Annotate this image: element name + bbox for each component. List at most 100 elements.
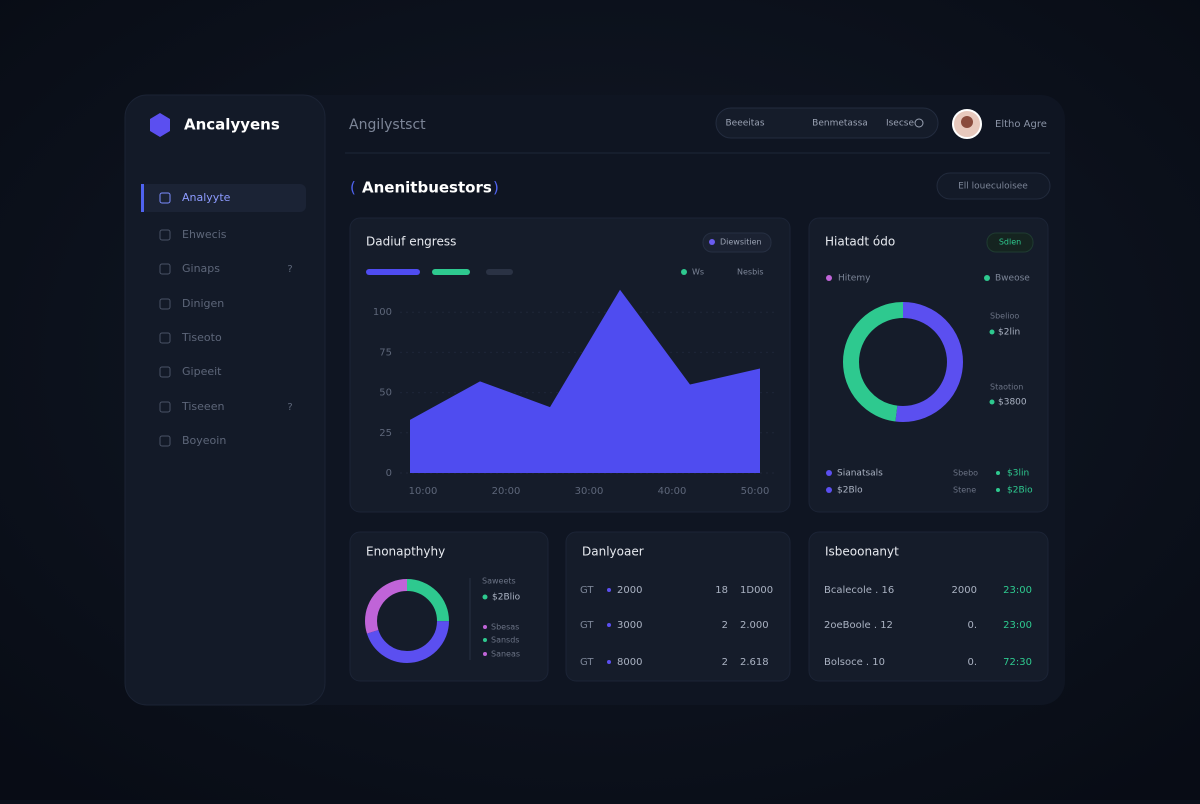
row-value: $3lin (1007, 469, 1029, 479)
legend-dot (989, 329, 995, 335)
nav-icon (159, 401, 171, 413)
nav-icon (159, 263, 171, 275)
cell: 2000 (952, 585, 977, 596)
legend-item: Saneas (491, 650, 520, 659)
legend-dot (483, 652, 487, 656)
title-paren: Anenitbuestors (362, 179, 492, 197)
nav-item[interactable]: Boyeoin (182, 434, 226, 447)
logo (150, 113, 170, 137)
legend-dot (826, 275, 832, 281)
paren: ( (350, 179, 356, 197)
card (808, 217, 1049, 513)
nav-icon (159, 229, 171, 241)
donut-segment (365, 579, 449, 663)
y-tick-label: 100 (373, 307, 392, 318)
cell: 18 (715, 585, 728, 596)
nav-item[interactable]: Tiseeen (181, 400, 224, 413)
card-title: Hiatadt ódo (825, 235, 895, 249)
action-button[interactable] (936, 172, 1051, 200)
nav-icon (159, 332, 171, 344)
nav-item[interactable]: Ginaps (182, 262, 220, 275)
legend-bar (432, 269, 470, 275)
badge-label: Diewsitien (720, 238, 762, 247)
cell: Bolsoce . 10 (824, 657, 885, 668)
legend-item: Nesbis (737, 268, 764, 277)
tab[interactable]: Benmetassa (812, 119, 868, 129)
cell: 23:00 (1003, 585, 1032, 596)
card-title: Isbeoonanyt (825, 545, 899, 559)
nav-item[interactable]: Ehwecis (182, 228, 227, 241)
paren: ) (493, 179, 499, 197)
action-label[interactable]: Ell loueculoisee (958, 182, 1028, 192)
nav-icon (159, 366, 171, 378)
legend-dot (681, 269, 687, 275)
cell: 0. (967, 620, 977, 631)
legend-dot (996, 471, 1000, 475)
card-title: Danlyoaer (582, 545, 644, 559)
side-label: Staotion (990, 383, 1023, 392)
sidebar (124, 94, 326, 706)
cell: 2.618 (740, 657, 769, 668)
y-tick-label: 0 (386, 468, 392, 479)
search-icon (914, 118, 924, 128)
legend-dot (483, 638, 487, 642)
legend-dot (826, 470, 832, 476)
legend-dot (607, 660, 611, 664)
cell: 2oeBoole . 12 (824, 620, 893, 631)
badge (986, 232, 1034, 253)
card-title: Enonapthyhy (366, 545, 445, 559)
nav-active-bar (141, 184, 144, 212)
x-tick-label: 30:00 (575, 486, 604, 497)
cell: 2.000 (740, 620, 769, 631)
cell: GT (580, 620, 594, 631)
y-tick-label: 25 (379, 428, 392, 439)
x-tick-label: 50:00 (741, 486, 770, 497)
nav-icon (159, 435, 171, 447)
card (565, 531, 791, 682)
nav-icon (159, 298, 171, 310)
tab[interactable]: Isecse (886, 119, 915, 129)
legend-item: Hitemy (838, 274, 871, 284)
nav-active-bg (141, 184, 306, 212)
tab-group (715, 107, 939, 139)
area (410, 289, 760, 473)
legend-dot (482, 594, 488, 600)
cell: 3000 (617, 620, 642, 631)
legend-dot (607, 623, 611, 627)
legend-bar (486, 269, 513, 275)
nav-item[interactable]: Tiseoto (181, 331, 222, 344)
tab[interactable]: Beeeitas (725, 119, 764, 129)
donut-segment (843, 302, 963, 422)
cell: 72:30 (1003, 657, 1032, 668)
nav-item[interactable]: Gipeeit (182, 365, 222, 378)
avatar-face (961, 116, 973, 128)
cell: 8000 (617, 657, 642, 668)
header-title: Angilystsct (349, 117, 426, 133)
row-label: Sianatsals (837, 469, 883, 479)
legend-dot (984, 275, 990, 281)
badge (702, 232, 772, 253)
donut-segment (365, 579, 449, 663)
row-label: $2Blo (837, 486, 863, 496)
nav-item[interactable]: Analyyte (182, 191, 231, 204)
legend-dot (483, 625, 487, 629)
legend-dot (826, 487, 832, 493)
nav-badge: ? (287, 402, 292, 413)
badge-label: Sdlen (999, 238, 1021, 247)
row-label: Sbebo (953, 469, 978, 478)
nav-icon (159, 192, 171, 204)
cell: GT (580, 657, 594, 668)
cell: 23:00 (1003, 620, 1032, 631)
cell: 1D000 (740, 585, 773, 596)
cell: 0. (967, 657, 977, 668)
legend-dot (996, 488, 1000, 492)
legend-value: $2Blio (492, 593, 521, 603)
y-tick-label: 75 (379, 347, 392, 358)
cell: 2 (722, 657, 728, 668)
x-tick-label: 20:00 (492, 486, 521, 497)
nav-item[interactable]: Dinigen (182, 297, 224, 310)
side-value: $3800 (998, 398, 1027, 408)
cell: 2000 (617, 585, 642, 596)
